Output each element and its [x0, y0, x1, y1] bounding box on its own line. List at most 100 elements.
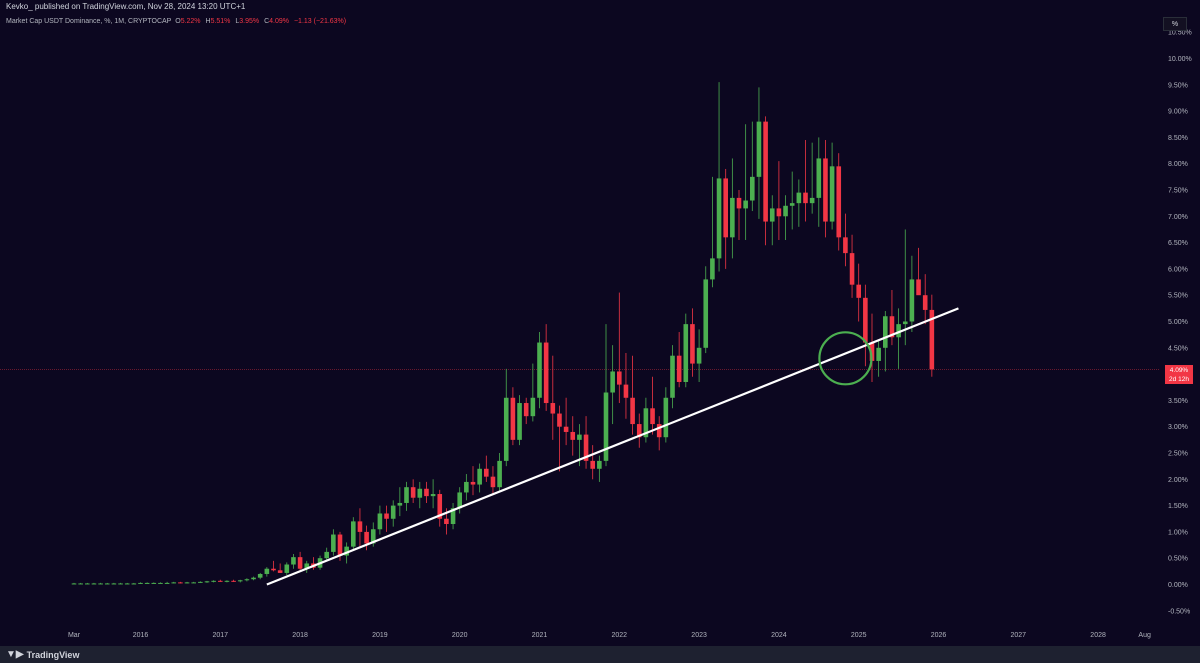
candle[interactable]	[324, 547, 329, 561]
candle[interactable]	[776, 161, 782, 240]
candle[interactable]	[198, 581, 203, 583]
candle[interactable]	[384, 505, 389, 532]
candle[interactable]	[91, 582, 97, 585]
candle[interactable]	[769, 195, 775, 246]
candle[interactable]	[297, 551, 303, 572]
candle[interactable]	[743, 124, 748, 240]
candle[interactable]	[364, 525, 369, 551]
candle[interactable]	[656, 416, 662, 451]
candle[interactable]	[650, 376, 655, 435]
candle[interactable]	[390, 500, 396, 527]
candle[interactable]	[723, 168, 728, 269]
candle[interactable]	[583, 416, 589, 469]
candle[interactable]	[397, 487, 403, 517]
candle[interactable]	[164, 581, 170, 584]
candle[interactable]	[437, 489, 443, 527]
price-chart[interactable]: -0.50% 0.00% 0.50% 1.00% 1.50% 2.00% 2.50% 3.00…	[0, 14, 1200, 646]
candle[interactable]	[477, 463, 482, 493]
candle[interactable]	[331, 529, 336, 556]
candle[interactable]	[517, 395, 522, 446]
candle[interactable]	[144, 582, 150, 584]
highlight-circle[interactable]	[818, 331, 873, 386]
candle[interactable]	[424, 481, 429, 503]
candle[interactable]	[237, 579, 243, 583]
candle[interactable]	[264, 567, 270, 577]
candle[interactable]	[676, 332, 682, 388]
candle[interactable]	[450, 502, 456, 530]
candle[interactable]	[736, 190, 742, 240]
candle[interactable]	[816, 137, 822, 227]
candle[interactable]	[809, 142, 815, 214]
candle[interactable]	[151, 582, 157, 584]
candle[interactable]	[118, 582, 123, 585]
candle[interactable]	[357, 508, 363, 548]
percent-scale-button[interactable]: %	[1163, 17, 1187, 31]
candle[interactable]	[856, 263, 861, 322]
candle[interactable]	[909, 255, 915, 333]
candle[interactable]	[643, 397, 649, 443]
support-trendline[interactable]	[266, 307, 959, 586]
candle[interactable]	[111, 582, 117, 585]
candle[interactable]	[730, 158, 735, 259]
candle[interactable]	[277, 563, 283, 573]
candle[interactable]	[417, 481, 423, 509]
candle[interactable]	[902, 229, 908, 346]
candle[interactable]	[883, 310, 888, 372]
candle[interactable]	[98, 582, 103, 585]
candle[interactable]	[550, 355, 556, 440]
candle[interactable]	[178, 581, 183, 584]
candle[interactable]	[896, 308, 901, 369]
candle[interactable]	[756, 87, 762, 219]
candle[interactable]	[623, 353, 629, 419]
candle[interactable]	[218, 579, 223, 582]
candle[interactable]	[843, 213, 848, 267]
candle[interactable]	[304, 560, 310, 573]
candle[interactable]	[543, 324, 549, 411]
candle[interactable]	[869, 313, 875, 382]
candle[interactable]	[563, 397, 569, 446]
candle[interactable]	[716, 82, 722, 272]
candle[interactable]	[570, 416, 576, 456]
candle[interactable]	[823, 140, 828, 238]
candle[interactable]	[590, 445, 595, 480]
candle[interactable]	[916, 247, 921, 296]
candle[interactable]	[78, 582, 83, 585]
candle[interactable]	[158, 582, 163, 584]
candle[interactable]	[610, 345, 615, 425]
candle[interactable]	[191, 581, 196, 584]
candle[interactable]	[85, 582, 90, 585]
candle[interactable]	[244, 578, 250, 582]
candle[interactable]	[670, 345, 675, 409]
candle[interactable]	[457, 487, 462, 514]
candle[interactable]	[484, 455, 489, 482]
candle[interactable]	[557, 405, 562, 472]
candle[interactable]	[690, 308, 695, 377]
candle[interactable]	[71, 582, 77, 585]
candle[interactable]	[430, 479, 436, 509]
candle[interactable]	[251, 576, 256, 581]
candle[interactable]	[351, 517, 356, 551]
candle[interactable]	[750, 121, 755, 212]
candle[interactable]	[630, 355, 635, 435]
candle[interactable]	[184, 581, 190, 584]
candle[interactable]	[257, 572, 263, 580]
candle[interactable]	[597, 455, 602, 482]
candle[interactable]	[603, 324, 609, 467]
candle[interactable]	[703, 266, 709, 354]
candle[interactable]	[876, 339, 881, 377]
candle[interactable]	[696, 329, 702, 382]
candle[interactable]	[311, 557, 316, 570]
candle[interactable]	[104, 582, 110, 585]
candle[interactable]	[796, 179, 802, 227]
candle[interactable]	[271, 560, 276, 572]
candle[interactable]	[922, 274, 928, 325]
candle[interactable]	[231, 579, 236, 582]
candle[interactable]	[410, 479, 416, 503]
candle[interactable]	[636, 413, 642, 448]
candle[interactable]	[530, 363, 536, 422]
candle[interactable]	[464, 474, 469, 501]
candle[interactable]	[171, 581, 177, 584]
candle[interactable]	[224, 580, 230, 583]
candle[interactable]	[783, 195, 788, 240]
candle[interactable]	[291, 553, 296, 569]
